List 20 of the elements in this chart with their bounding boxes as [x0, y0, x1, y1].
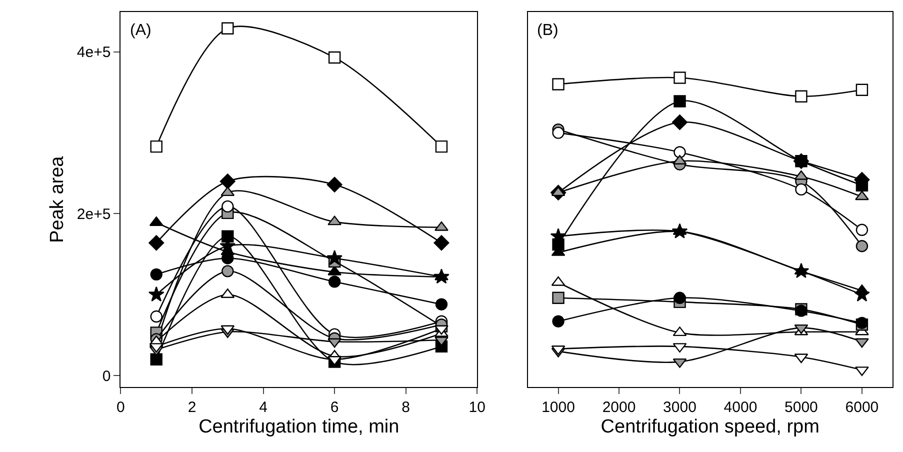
x-tick-label: 6	[330, 398, 339, 416]
y-axis-title: Peak area	[46, 156, 68, 243]
annotation: (A)	[130, 22, 152, 39]
x-tick-label: 4	[259, 398, 268, 416]
x-tick-label: 1000	[542, 398, 575, 416]
x-tick-label: 8	[402, 398, 410, 416]
x-tick-label: 0	[116, 398, 125, 416]
x-tick-label: 4000	[724, 398, 758, 416]
x-tick-label: 3000	[663, 398, 696, 416]
x-tick-label: 2000	[602, 398, 636, 416]
x-tick-label: 10	[468, 398, 486, 416]
x-tick-label: 2	[188, 398, 196, 416]
x-tick-label: 6000	[845, 398, 879, 416]
y-tick-label: 4e+5	[76, 44, 111, 62]
y-tick-label: 0	[102, 368, 111, 385]
x-tick-label: 5000	[784, 398, 818, 416]
y-tick-label: 2e+5	[76, 206, 111, 223]
x-axis-title: Centrifugation time, min	[198, 416, 400, 438]
x-axis-title: Centrifugation speed, rpm	[600, 416, 820, 438]
annotation: (B)	[537, 22, 558, 39]
